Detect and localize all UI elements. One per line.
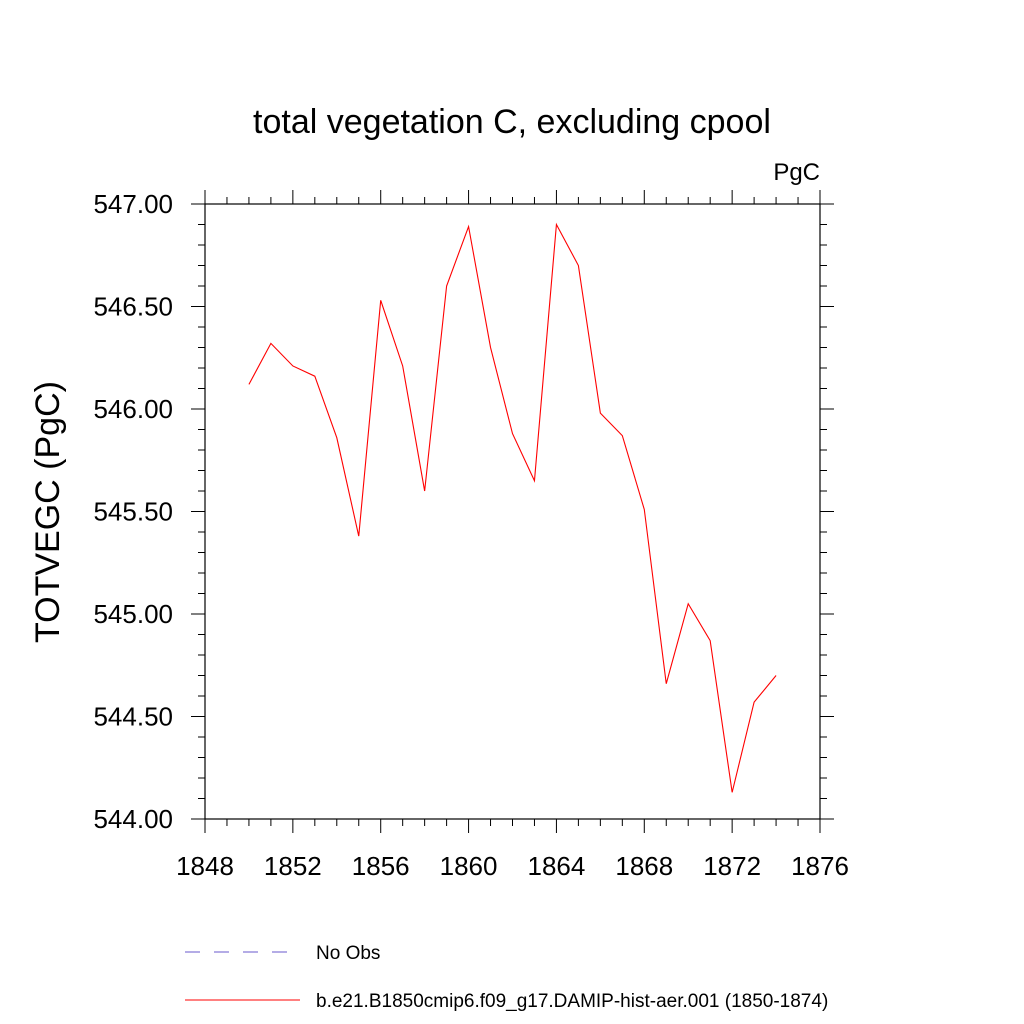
units-label: PgC (773, 159, 820, 186)
y-tick-label: 547.00 (93, 189, 173, 219)
series-layer (248, 222, 777, 793)
axes: 1848 1852 1856 1860 1864 1868 1872 1876 544.00 54… (93, 189, 848, 881)
x-tick-label: 1848 (176, 851, 234, 881)
legend-label-model-run: b.e21.B1850cmip6.f09_g17.DAMIP-hist-aer.… (316, 991, 828, 1012)
x-tick-label: 1864 (528, 851, 586, 881)
y-tick-label: 546.50 (93, 292, 173, 322)
x-tick-label: 1868 (615, 851, 673, 881)
y-tick-label: 546.00 (93, 394, 173, 424)
y-tick-label: 545.00 (93, 599, 173, 629)
x-tick-label: 1860 (440, 851, 498, 881)
series-line (248, 222, 777, 793)
legend: No Obs b.e21.B1850cmip6.f09_g17.DAMIP-hi… (185, 943, 828, 1012)
chart-title: total vegetation C, excluding cpool (253, 103, 771, 141)
y-tick-label: 544.00 (93, 804, 173, 834)
legend-label-no-obs: No Obs (316, 943, 380, 964)
y-tick-label: 545.50 (93, 497, 173, 527)
x-tick-label: 1856 (352, 851, 410, 881)
x-tick-label: 1876 (791, 851, 849, 881)
x-tick-label: 1872 (703, 851, 761, 881)
x-tick-label: 1852 (264, 851, 322, 881)
plot-frame (204, 203, 821, 820)
y-axis-label: TOTVEGC (PgC) (29, 381, 67, 643)
y-tick-label: 544.50 (93, 702, 173, 732)
